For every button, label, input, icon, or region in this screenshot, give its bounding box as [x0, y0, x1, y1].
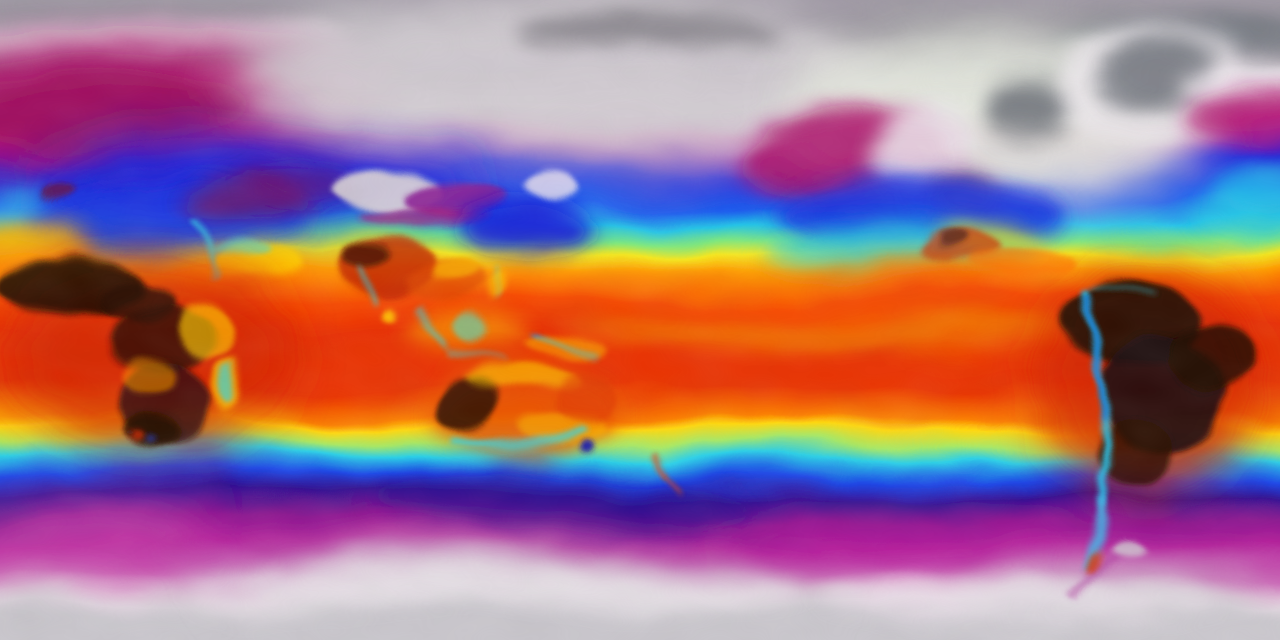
- global-temperature-map-image: [0, 0, 1280, 640]
- map-viewport: [0, 0, 1280, 640]
- texture-grain-overlay: [0, 0, 1280, 640]
